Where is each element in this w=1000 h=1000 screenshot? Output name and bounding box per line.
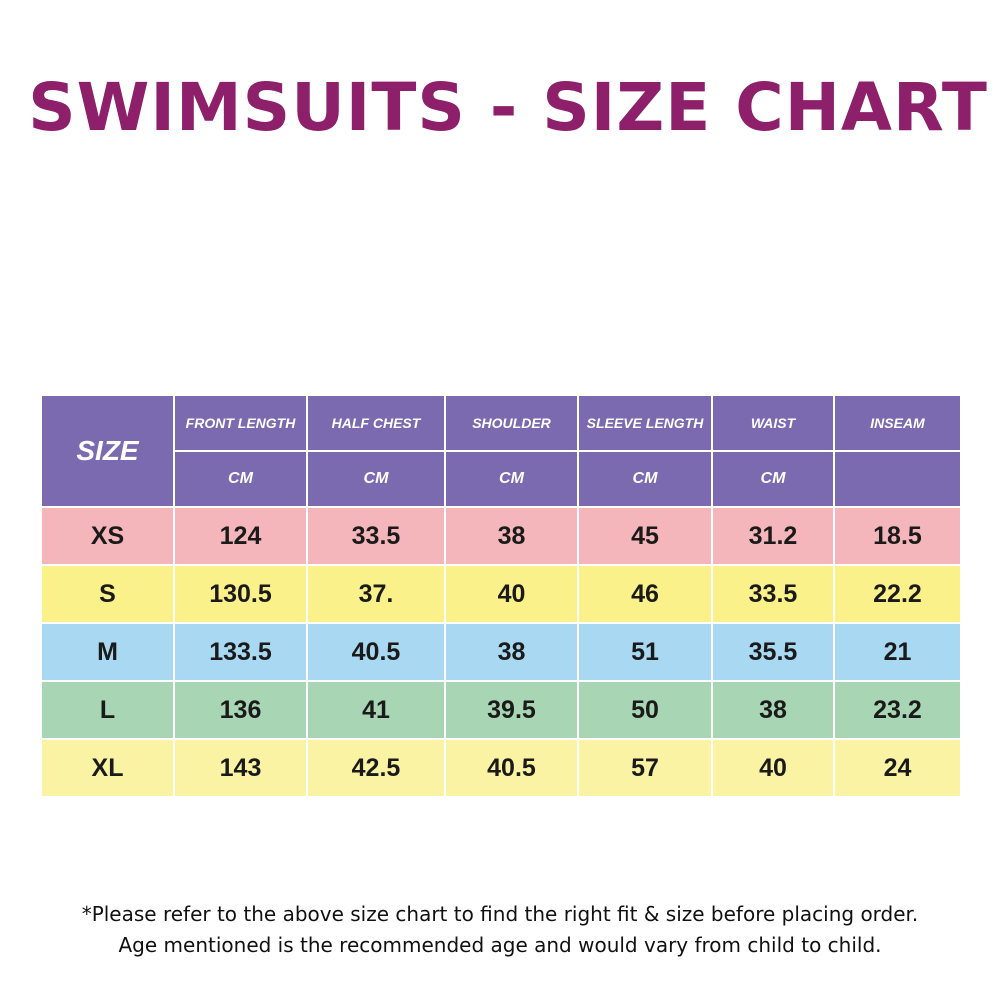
size-cell: XL [40,738,175,798]
value-cell: 40.5 [444,738,579,798]
value-cell: 33.5 [711,564,835,624]
table-row: M 133.5 40.5 38 51 35.5 21 [40,622,962,682]
column-header: WAIST [711,394,835,452]
value-cell: 39.5 [444,680,579,740]
column-header: HALF CHEST [306,394,446,452]
column-unit: CM [306,450,446,508]
table-row: XS 124 33.5 38 45 31.2 18.5 [40,506,962,566]
value-cell: 18.5 [833,506,962,566]
column-unit: CM [577,450,713,508]
value-cell: 57 [577,738,713,798]
value-cell: 38 [444,622,579,682]
value-cell: 124 [173,506,308,566]
value-cell: 40.5 [306,622,446,682]
value-cell: 136 [173,680,308,740]
value-cell: 23.2 [833,680,962,740]
size-chart-table: SIZE FRONT LENGTH HALF CHEST SHOULDER SL… [40,394,962,798]
value-cell: 33.5 [306,506,446,566]
size-cell: L [40,680,175,740]
value-cell: 50 [577,680,713,740]
size-cell: XS [40,506,175,566]
value-cell: 40 [444,564,579,624]
page-title: SWIMSUITS - SIZE CHART [28,69,988,146]
value-cell: 130.5 [173,564,308,624]
value-cell: 42.5 [306,738,446,798]
value-cell: 21 [833,622,962,682]
value-cell: 38 [711,680,835,740]
column-unit: CM [711,450,835,508]
value-cell: 45 [577,506,713,566]
value-cell: 41 [306,680,446,740]
value-cell: 37. [306,564,446,624]
column-header: INSEAM [833,394,962,452]
column-unit: CM [444,450,579,508]
column-header: SLEEVE LENGTH [577,394,713,452]
size-cell: M [40,622,175,682]
value-cell: 133.5 [173,622,308,682]
value-cell: 24 [833,738,962,798]
value-cell: 143 [173,738,308,798]
size-column-header: SIZE [40,394,175,508]
table-row: XL 143 42.5 40.5 57 40 24 [40,738,962,798]
value-cell: 22.2 [833,564,962,624]
value-cell: 35.5 [711,622,835,682]
table-row: S 130.5 37. 40 46 33.5 22.2 [40,564,962,624]
value-cell: 38 [444,506,579,566]
column-unit [833,450,962,508]
column-header: SHOULDER [444,394,579,452]
value-cell: 51 [577,622,713,682]
size-cell: S [40,564,175,624]
value-cell: 31.2 [711,506,835,566]
table-row: L 136 41 39.5 50 38 23.2 [40,680,962,740]
column-header: FRONT LENGTH [173,394,308,452]
note-line-2: Age mentioned is the recommended age and… [118,933,882,957]
note-line-1: *Please refer to the above size chart to… [81,902,919,926]
value-cell: 40 [711,738,835,798]
column-unit: CM [173,450,308,508]
value-cell: 46 [577,564,713,624]
